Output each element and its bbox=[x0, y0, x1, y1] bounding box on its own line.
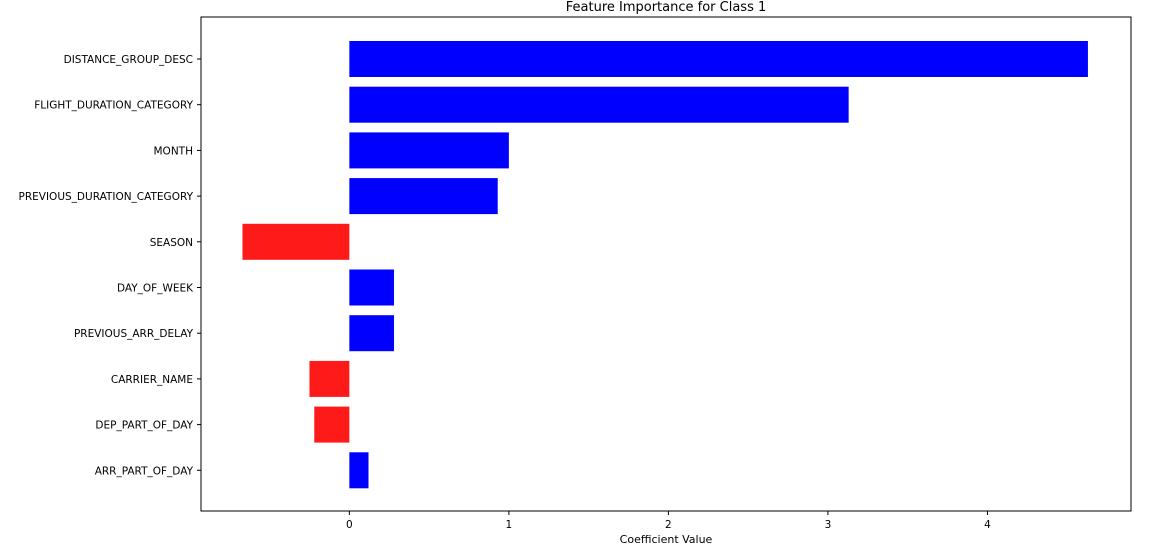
bar-day-of-week bbox=[349, 269, 395, 306]
y-tick-label-carrier-name: CARRIER_NAME bbox=[111, 374, 193, 386]
y-tick-label-flight-duration-category: FLIGHT_DURATION_CATEGORY bbox=[34, 100, 193, 112]
bar-previous-duration-category bbox=[349, 178, 498, 215]
y-tick-label-distance-group-desc: DISTANCE_GROUP_DESC bbox=[64, 54, 193, 66]
x-tick-label-2: 2 bbox=[665, 519, 672, 531]
x-tick-label-4: 4 bbox=[984, 519, 991, 531]
bar-season bbox=[242, 223, 350, 260]
y-tick-label-dep-part-of-day: DEP_PART_OF_DAY bbox=[95, 420, 193, 432]
x-tick-label-0: 0 bbox=[346, 519, 353, 531]
bars-layer bbox=[242, 41, 1088, 489]
y-tick-label-day-of-week: DAY_OF_WEEK bbox=[117, 283, 194, 295]
x-tick-label-1: 1 bbox=[506, 519, 513, 531]
y-tick-label-month: MONTH bbox=[154, 145, 194, 157]
bar-distance-group-desc bbox=[349, 41, 1088, 77]
chart-title: Feature Importance for Class 1 bbox=[566, 0, 767, 15]
y-tick-label-arr-part-of-day: ARR_PART_OF_DAY bbox=[95, 465, 194, 477]
y-tick-label-previous-duration-category: PREVIOUS_DURATION_CATEGORY bbox=[19, 191, 194, 203]
x-tick-label-3: 3 bbox=[825, 519, 832, 531]
bar-dep-part-of-day bbox=[314, 406, 350, 443]
x-axis-label: Coefficient Value bbox=[620, 533, 713, 546]
y-axis: DISTANCE_GROUP_DESC FLIGHT_DURATION_CATEG… bbox=[19, 54, 201, 477]
bar-flight-duration-category bbox=[349, 86, 849, 123]
x-axis: 0 1 2 3 4 bbox=[346, 511, 991, 531]
plot-frame bbox=[200, 16, 1132, 512]
bar-previous-arr-delay bbox=[349, 315, 395, 352]
bar-month bbox=[349, 132, 509, 169]
y-tick-label-previous-arr-delay: PREVIOUS_ARR_DELAY bbox=[74, 328, 194, 340]
bar-arr-part-of-day bbox=[349, 452, 369, 489]
y-tick-label-season: SEASON bbox=[150, 237, 193, 249]
bar-carrier-name bbox=[309, 360, 350, 397]
